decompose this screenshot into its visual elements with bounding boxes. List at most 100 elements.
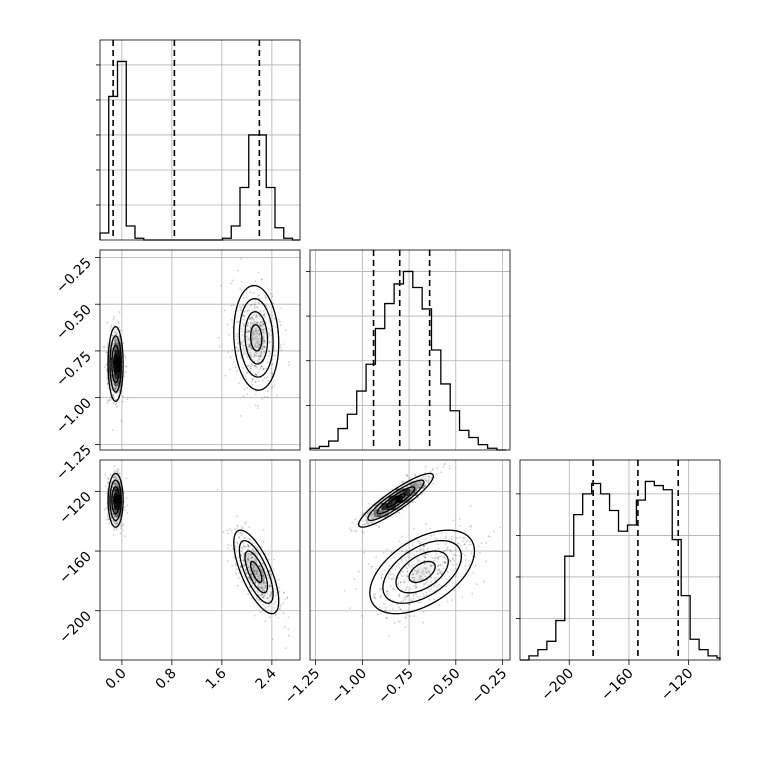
joint-2-3-sample-point <box>405 575 408 577</box>
joint-2-3-sample-point <box>472 572 475 575</box>
joint-1-3-sample-point <box>273 607 276 609</box>
joint-1-3-sample-point <box>236 542 239 545</box>
joint-1-2-sample-point <box>123 371 126 374</box>
joint-2-3-sample-point <box>408 603 411 606</box>
joint-2-3-sample-point <box>426 547 429 550</box>
joint-2-3-sample-point <box>438 583 440 586</box>
joint-1-2-sample-point <box>256 321 259 324</box>
joint-1-3-sample-point <box>253 587 256 590</box>
joint-2-3-sample-point <box>413 472 416 475</box>
joint-1-2-sample-point <box>280 348 283 351</box>
joint-1-3-sample-point <box>110 516 113 519</box>
joint-1-3-sample-point <box>114 520 117 523</box>
joint-1-3-sample-point <box>105 518 108 521</box>
joint-1-3-density-cell-8-2 <box>114 517 122 525</box>
joint-1-3-sample-point <box>235 564 238 566</box>
joint-1-3-sample-point <box>262 597 265 600</box>
hist-1-frame <box>99 39 301 241</box>
joint-1-2-sample-point <box>245 378 248 381</box>
joint-2-3-sample-point <box>452 569 455 572</box>
joint-1-2-sample-point <box>113 339 115 342</box>
joint-1-3-sample-point <box>108 522 110 524</box>
joint-1-3-sample-point <box>236 525 239 528</box>
joint-1-2-sample-point <box>268 350 271 353</box>
joint-1-3-sample-point <box>260 593 263 596</box>
joint-2-3-density-cell-7-10 <box>381 510 389 518</box>
joint-1-2-sample-point <box>254 280 257 283</box>
joint-2-3-sample-point <box>413 492 416 494</box>
joint-1-2-sample-point <box>280 343 283 346</box>
joint-1-3-sample-point <box>116 468 118 470</box>
joint-1-2-sample-point <box>272 354 275 357</box>
joint-1-2-sample-point <box>239 287 241 289</box>
joint-2-3-sample-point <box>425 570 427 573</box>
joint-2-3-sample-point <box>417 496 419 499</box>
joint-1-2-sample-point <box>263 342 266 344</box>
joint-1-3-sample-point <box>274 613 277 616</box>
joint-1-3-sample-point <box>117 486 119 488</box>
joint-1-2-sample-point <box>273 349 276 352</box>
joint-1-2-sample-point <box>248 346 250 348</box>
joint-1-2-sample-point <box>258 368 260 371</box>
joint-1-2-sample-point <box>256 344 259 347</box>
joint-1-2-sample-point <box>264 346 267 349</box>
xaxis-2-tick-label-2: −0.75 <box>375 666 417 708</box>
joint-2-3-sample-point <box>410 556 412 559</box>
joint-1-3-sample-point <box>244 568 247 571</box>
joint-1-2-sample-point <box>262 323 265 326</box>
joint-2-3-sample-point <box>387 573 390 575</box>
joint-1-3-sample-point <box>283 626 286 628</box>
joint-1-2-density-cell-15-21 <box>250 357 258 365</box>
joint-1-2-sample-point <box>258 294 261 297</box>
yaxis-2-tick-label-3: −0.50 <box>53 302 95 344</box>
joint-1-2-sample-point <box>249 365 252 368</box>
joint-2-3-sample-point <box>368 563 371 565</box>
xaxis-1-tick-label-0: 0.0 <box>103 666 130 693</box>
joint-1-2-sample-point <box>256 359 259 362</box>
joint-1-3-sample-point <box>121 525 124 527</box>
joint-1-3-density-cell-15-21 <box>250 567 258 575</box>
joint-1-3-sample-point <box>239 565 242 568</box>
joint-1-2-sample-point <box>113 387 116 390</box>
joint-2-3-sample-point <box>409 490 412 493</box>
joint-1-3-sample-point <box>236 524 238 527</box>
joint-1-3-sample-point <box>235 515 238 518</box>
joint-1-3-sample-point <box>251 567 254 570</box>
joint-1-2-sample-point <box>121 400 124 403</box>
joint-2-3-sample-point <box>451 558 454 560</box>
joint-1-2-sample-point <box>268 340 271 343</box>
joint-1-2-sample-point <box>248 307 251 310</box>
joint-1-2-sample-point <box>115 373 118 376</box>
joint-2-3-sample-point <box>442 567 445 570</box>
joint-1-3-sample-point <box>259 574 261 577</box>
joint-1-2-sample-point <box>254 329 257 332</box>
joint-1-3-sample-point <box>113 471 116 474</box>
joint-2-3-sample-point <box>371 513 374 516</box>
joint-1-2-sample-point <box>240 356 243 359</box>
joint-1-3-density-cell-16-21 <box>250 574 258 582</box>
joint-1-3-sample-point <box>112 513 115 515</box>
joint-1-2-sample-point <box>254 373 257 376</box>
joint-1-3-sample-point <box>271 638 274 641</box>
joint-1-3-sample-point <box>261 587 264 590</box>
joint-1-3-sample-point <box>113 489 116 492</box>
joint-1-2-sample-point <box>262 328 265 331</box>
joint-1-3-sample-point <box>240 566 243 568</box>
joint-1-3-sample-point <box>248 526 251 529</box>
joint-1-3-sample-point <box>286 597 289 600</box>
joint-2-3-sample-point <box>422 486 425 489</box>
joint-1-3-sample-point <box>227 547 230 550</box>
joint-1-3-sample-point <box>254 557 256 560</box>
joint-1-2-sample-point <box>114 348 117 351</box>
joint-1-2-sample-point <box>258 301 261 304</box>
joint-1-2-sample-point <box>237 269 240 272</box>
joint-1-2-sample-point <box>256 306 259 308</box>
joint-1-2-sample-point <box>251 332 254 335</box>
joint-1-2-sample-point <box>116 385 119 387</box>
joint-2-3-sample-point <box>401 494 404 497</box>
joint-2-3-sample-point <box>374 512 377 515</box>
joint-1-3-sample-point <box>261 596 264 598</box>
joint-1-3-sample-point <box>242 559 244 562</box>
joint-1-3-sample-point <box>252 551 255 553</box>
joint-2-3-sample-point <box>442 550 445 553</box>
